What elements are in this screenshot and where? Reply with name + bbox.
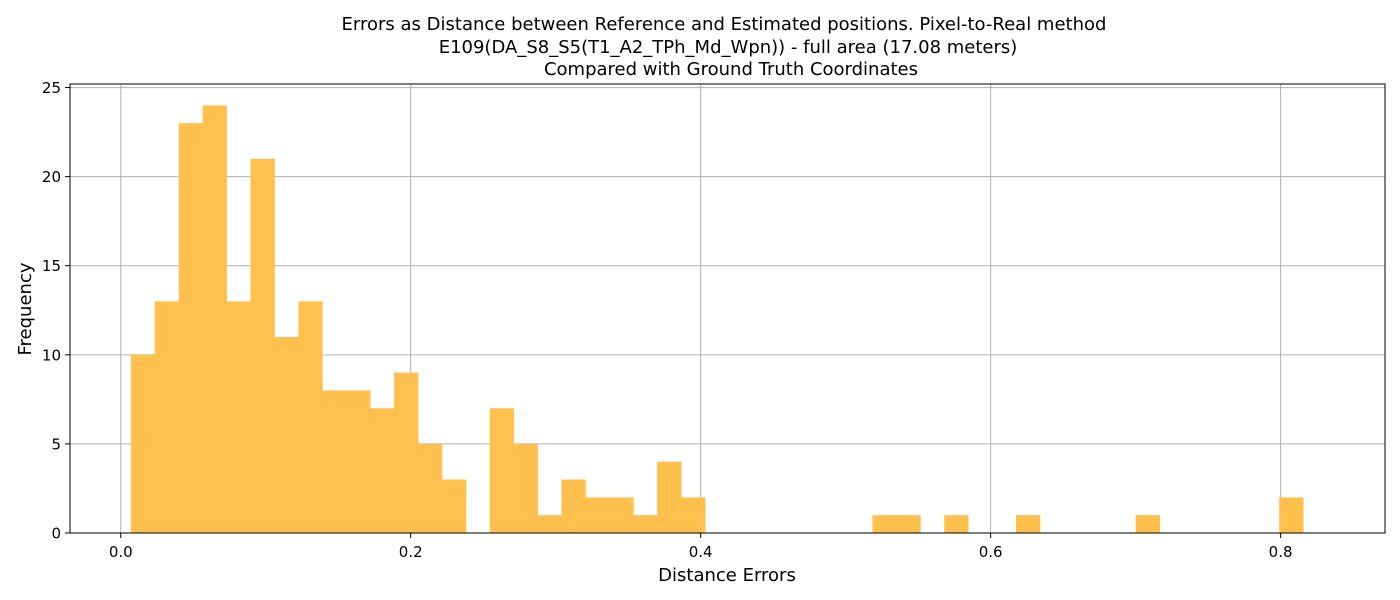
plot-frame xyxy=(69,83,1386,534)
x-tick-label: 0.8 xyxy=(1269,543,1293,561)
histogram-bar xyxy=(250,158,275,534)
x-tick-label: 0.2 xyxy=(399,543,423,561)
y-axis-ticks: 0 5 10 15 20 25 xyxy=(42,79,70,543)
y-tick-label: 5 xyxy=(51,435,61,453)
y-axis-label: Frequency xyxy=(15,262,36,355)
histogram-bar xyxy=(274,337,299,533)
histogram-bar xyxy=(370,408,395,533)
x-axis-ticks: 0.0 0.2 0.4 0.6 0.8 xyxy=(109,533,1293,561)
chart-title-line-2: E109(DA_S8_S5(T1_A2_TPh_Md_Wpn)) - full … xyxy=(439,37,1018,58)
x-tick-label: 0.6 xyxy=(979,543,1003,561)
y-tick-label: 10 xyxy=(42,346,61,364)
histogram-bar xyxy=(633,515,658,533)
histogram-bar xyxy=(896,515,921,533)
x-tick-label: 0.0 xyxy=(109,543,133,561)
histogram-bar xyxy=(298,301,323,533)
histogram-bar xyxy=(513,443,538,533)
histogram-bar xyxy=(1016,515,1041,533)
y-tick-label: 20 xyxy=(42,168,61,186)
histogram-bar xyxy=(657,461,682,533)
chart-title-line-3: Compared with Ground Truth Coordinates xyxy=(544,59,918,80)
histogram-bar xyxy=(537,515,562,533)
histogram-bar xyxy=(872,515,897,533)
chart-title-line-1: Errors as Distance between Reference and… xyxy=(342,14,1107,35)
histogram-bar xyxy=(346,390,371,533)
histogram-bar xyxy=(489,408,515,533)
histogram-bars xyxy=(130,105,1304,534)
histogram-bar xyxy=(561,479,586,533)
histogram-bar xyxy=(609,497,634,533)
x-axis-label: Distance Errors xyxy=(658,565,796,586)
histogram-bar xyxy=(417,443,443,533)
histogram-bar xyxy=(1135,515,1160,533)
y-tick-label: 15 xyxy=(42,257,61,275)
histogram-bar xyxy=(322,390,347,533)
y-tick-label: 25 xyxy=(42,79,61,97)
histogram-bar xyxy=(202,105,227,533)
histogram-bar xyxy=(154,301,180,533)
x-tick-label: 0.4 xyxy=(689,543,713,561)
histogram-bar xyxy=(681,497,706,533)
histogram-bar xyxy=(585,497,610,533)
y-tick-label: 0 xyxy=(51,525,61,543)
chart-title: Errors as Distance between Reference and… xyxy=(342,14,1107,80)
histogram-bar xyxy=(944,515,969,533)
histogram-bar xyxy=(1279,497,1304,533)
histogram-bar xyxy=(178,123,204,533)
histogram-bar xyxy=(130,354,156,533)
histogram-bar xyxy=(394,372,419,533)
histogram-bar xyxy=(441,479,467,533)
histogram-bar xyxy=(226,301,251,533)
